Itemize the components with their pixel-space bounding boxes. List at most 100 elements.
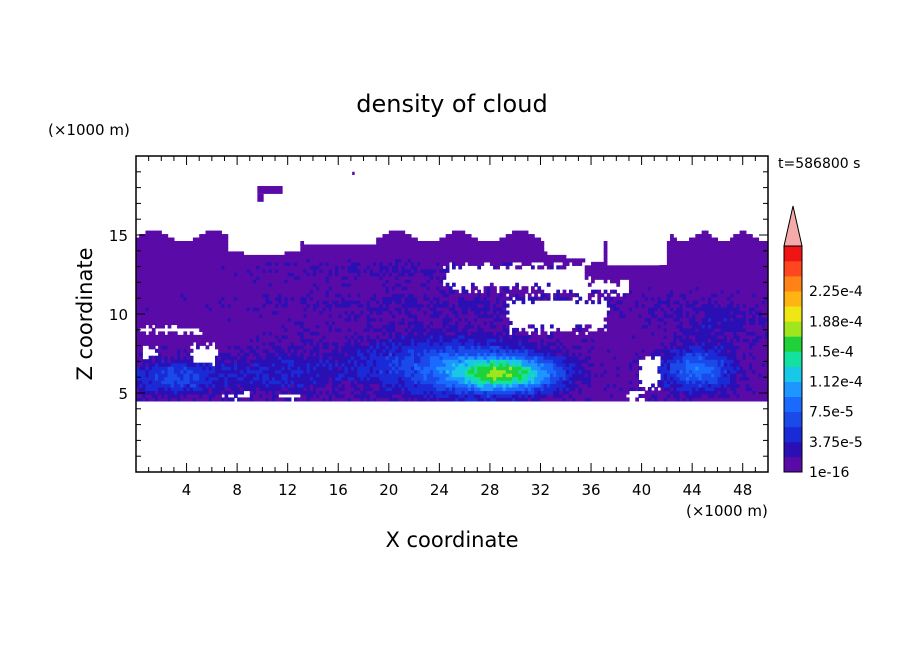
y-unit-label: (×1000 m) <box>48 121 130 139</box>
cloud-cell <box>233 275 238 280</box>
cloud-cell <box>281 380 286 385</box>
cloud-cell <box>331 373 336 378</box>
cloud-cell <box>164 244 169 249</box>
cloud-cell <box>208 247 213 253</box>
cloud-cell <box>249 310 254 315</box>
cloud-cell <box>252 390 257 395</box>
cloud-cell <box>256 355 260 360</box>
cloud-cell <box>233 254 238 259</box>
cloud-cell <box>325 369 330 374</box>
cloud-cell <box>142 234 147 239</box>
cloud-cell <box>215 310 219 315</box>
cloud-cell <box>221 296 226 301</box>
cloud-cell <box>136 293 140 298</box>
cloud-cell <box>309 331 314 336</box>
cloud-cell <box>136 303 140 308</box>
cloud-cell <box>297 331 301 336</box>
cloud-cell <box>164 279 169 284</box>
cloud-cell <box>442 272 447 277</box>
cloud-cell <box>278 258 282 263</box>
cloud-cell <box>281 258 286 263</box>
cloud-cell <box>259 362 263 367</box>
cloud-cell <box>287 251 292 256</box>
cloud-cell <box>215 331 219 336</box>
cloud-cell <box>275 366 279 371</box>
cloud-cell <box>215 293 219 298</box>
cloud-cell <box>322 355 327 360</box>
cloud-cell <box>294 286 298 291</box>
cloud-cell <box>224 397 229 402</box>
cloud-cell <box>319 369 324 374</box>
cloud-cell <box>246 355 251 360</box>
cloud-cell <box>328 286 333 291</box>
cloud-cell <box>312 327 317 332</box>
cloud-cell <box>180 244 184 249</box>
cloud-cell <box>218 355 222 360</box>
cloud-cell <box>275 352 279 357</box>
cloud-cell <box>325 251 330 256</box>
cloud-cell <box>256 362 260 367</box>
cloud-cell <box>287 355 292 360</box>
cloud-cell <box>230 390 235 395</box>
cloud-cell <box>271 324 276 329</box>
cloud-cell <box>139 244 143 249</box>
cloud-cell <box>161 237 166 242</box>
cloud-cell <box>177 393 181 399</box>
cloud-cell <box>189 314 194 319</box>
cloud-cell <box>233 369 238 374</box>
cloud-cell <box>148 373 153 378</box>
cloud-cell <box>246 380 251 385</box>
cloud-cell <box>287 258 292 263</box>
cloud-cell <box>252 362 257 367</box>
cloud-cell <box>180 387 184 392</box>
cloud-cell <box>211 265 216 270</box>
cloud-cell <box>297 390 301 395</box>
cloud-cell <box>268 286 273 291</box>
cloud-cell <box>284 310 289 315</box>
cloud-cell <box>322 383 327 388</box>
cloud-cell <box>180 320 184 326</box>
cloud-cell <box>208 324 213 329</box>
cloud-cell <box>300 397 305 402</box>
cloud-cell <box>227 373 232 378</box>
cloud-cell <box>237 286 241 291</box>
cloud-cell <box>281 345 286 350</box>
cloud-cell <box>246 397 251 402</box>
cloud-cell <box>325 380 330 385</box>
cloud-cell <box>170 390 175 395</box>
cloud-cell <box>136 307 140 312</box>
cloud-cell <box>262 362 267 367</box>
cloud-cell <box>252 265 257 270</box>
cloud-cell <box>180 293 184 298</box>
cloud-cell <box>256 369 260 374</box>
cloud-cell <box>167 373 172 378</box>
cloud-cell <box>243 324 248 329</box>
cloud-cell <box>297 268 301 273</box>
cloud-cell <box>297 307 301 312</box>
cloud-cell <box>262 296 267 301</box>
cloud-cell <box>202 390 207 395</box>
cloud-cell <box>237 397 241 402</box>
cloud-cell <box>256 317 260 322</box>
cloud-cell <box>303 303 308 308</box>
cloud-cell <box>262 327 267 332</box>
cloud-cell <box>249 397 254 402</box>
cloud-cell <box>294 289 298 294</box>
cloud-cell <box>154 373 159 378</box>
cloud-cell <box>316 317 320 322</box>
cloud-cell <box>287 376 292 381</box>
cloud-cell <box>208 258 213 263</box>
cloud-cell <box>233 338 238 343</box>
cloud-cell <box>158 254 162 259</box>
cloud-cell <box>240 327 245 332</box>
cloud-cell <box>142 373 147 378</box>
cloud-cell <box>328 393 333 399</box>
cloud-cell <box>161 279 166 284</box>
cloud-cell <box>328 307 333 312</box>
cloud-cell <box>287 338 292 343</box>
cloud-cell <box>243 369 248 374</box>
cloud-cell <box>139 237 143 242</box>
cloud-cell <box>202 286 207 291</box>
cloud-cell <box>287 327 292 332</box>
cloud-cell <box>145 338 150 343</box>
